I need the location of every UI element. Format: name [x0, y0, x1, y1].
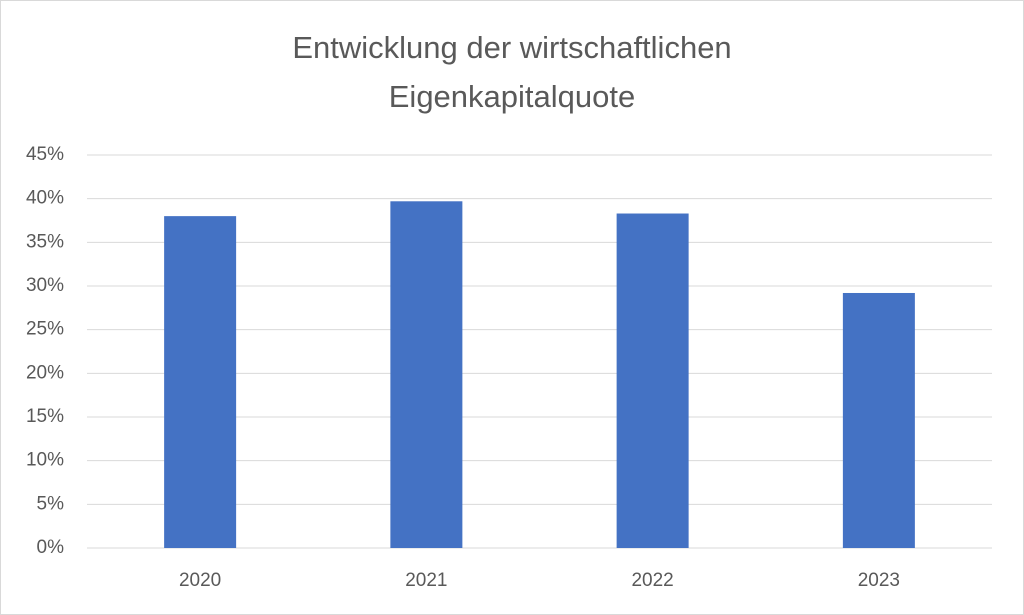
chart-title: Eigenkapitalquote: [389, 79, 635, 114]
bar: [164, 216, 237, 548]
y-tick-label: 45%: [26, 144, 64, 165]
y-tick-label: 30%: [26, 275, 64, 296]
bar: [616, 213, 689, 548]
bar: [390, 201, 463, 548]
chart-title: Entwicklung der wirtschaftlichen: [292, 30, 731, 65]
x-tick-label: 2020: [179, 570, 221, 591]
y-tick-label: 5%: [37, 493, 65, 514]
y-tick-label: 25%: [26, 319, 64, 340]
y-tick-label: 15%: [26, 406, 64, 427]
x-tick-label: 2021: [405, 570, 447, 591]
x-tick-label: 2022: [631, 570, 673, 591]
y-tick-label: 20%: [26, 362, 64, 383]
x-tick-label: 2023: [858, 570, 900, 591]
y-tick-label: 0%: [37, 537, 65, 558]
y-tick-label: 40%: [26, 188, 64, 209]
y-tick-label: 35%: [26, 231, 64, 252]
bar: [842, 292, 915, 548]
y-tick-label: 10%: [26, 450, 64, 471]
